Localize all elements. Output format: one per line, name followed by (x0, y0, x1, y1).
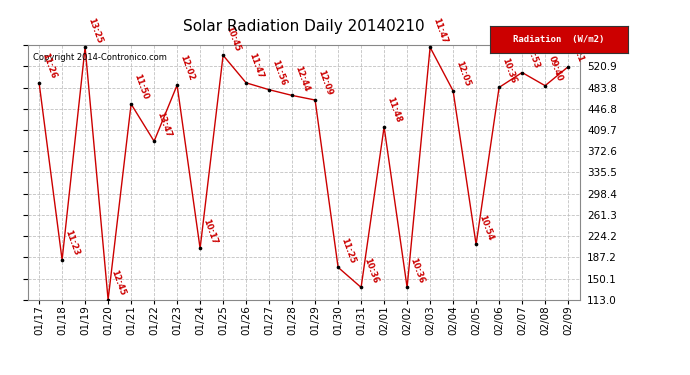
Text: 11:1: 11:1 (569, 41, 585, 64)
Text: 11:56: 11:56 (270, 58, 288, 87)
Text: Radiation  (W/m2): Radiation (W/m2) (513, 35, 604, 44)
Text: 11:47: 11:47 (431, 16, 449, 44)
Text: 12:02: 12:02 (178, 54, 196, 82)
Point (493, 84, 504, 90)
Text: 13:47: 13:47 (155, 110, 172, 138)
Point (379, 124, 390, 130)
Point (264, 87, 275, 93)
Text: 10:54: 10:54 (477, 213, 495, 242)
Point (471, 242, 482, 248)
Text: 12:05: 12:05 (454, 60, 472, 88)
Text: 12:44: 12:44 (293, 64, 311, 93)
Text: 11:50: 11:50 (132, 73, 150, 101)
Text: 11:48: 11:48 (385, 96, 403, 124)
Point (103, 297, 114, 303)
Point (217, 53, 228, 58)
Text: 11:47: 11:47 (247, 52, 265, 80)
Point (126, 101, 137, 107)
Point (57, 257, 68, 263)
Point (195, 245, 206, 251)
Point (333, 264, 344, 270)
Point (241, 80, 252, 86)
Point (540, 82, 551, 88)
Point (34, 80, 45, 86)
Point (310, 97, 321, 103)
Text: 13:25: 13:25 (86, 16, 104, 44)
Text: 10:45: 10:45 (224, 24, 242, 52)
Text: 10:36: 10:36 (362, 256, 380, 285)
Text: 11:23: 11:23 (63, 229, 81, 257)
Text: 11:26: 11:26 (40, 52, 58, 80)
Text: 11:53: 11:53 (523, 41, 541, 70)
Text: 12:45: 12:45 (109, 268, 127, 297)
Point (424, 44, 435, 50)
Point (148, 138, 159, 144)
Text: 10:17: 10:17 (201, 217, 219, 246)
Point (517, 69, 528, 75)
Point (79, 44, 90, 50)
Point (355, 284, 366, 290)
Point (402, 284, 413, 290)
Text: 09:40: 09:40 (546, 55, 564, 83)
Point (448, 88, 459, 94)
Point (562, 64, 573, 70)
Text: Copyright 2014-Contronico.com: Copyright 2014-Contronico.com (33, 53, 167, 62)
Text: 12:09: 12:09 (316, 69, 334, 97)
Text: Solar Radiation Daily 20140210: Solar Radiation Daily 20140210 (183, 19, 424, 34)
Text: 11:25: 11:25 (339, 236, 357, 264)
Point (286, 92, 297, 98)
Point (172, 82, 183, 88)
Text: 10:36: 10:36 (408, 256, 426, 285)
Text: 10:36: 10:36 (500, 57, 518, 84)
